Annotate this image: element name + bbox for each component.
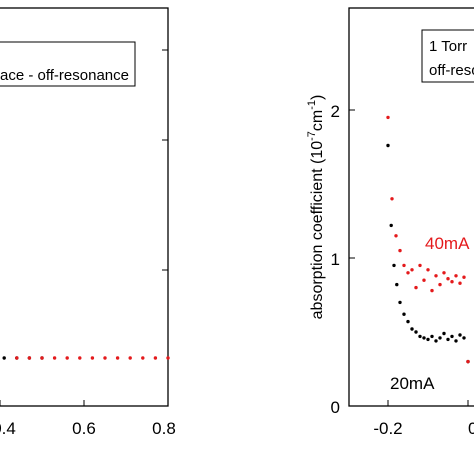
left-xtick-label-0: 0.4 [0, 419, 16, 438]
left-point-s1-6 [90, 356, 95, 360]
right-point-s1-0 [386, 115, 390, 120]
right-point-s0-13 [434, 339, 438, 343]
right-point-s1-2 [394, 234, 398, 238]
right-point-s1-18 [458, 281, 462, 285]
left-point-s1-1 [27, 356, 32, 360]
left-point-s1-9 [128, 356, 132, 360]
left-point-s1-5 [78, 356, 82, 360]
right-xtick-label-1: 0. [468, 419, 474, 438]
right-point-s1-1 [390, 197, 394, 201]
right-point-s1-16 [450, 280, 454, 284]
right-point-s1-15 [446, 277, 450, 281]
right-point-s1-12 [434, 274, 438, 278]
right-ytick-label-0: 0 [331, 398, 340, 417]
ylabel-part-1: -7 [306, 131, 318, 141]
right-point-s0-14 [438, 336, 442, 340]
annotation-20ma: 20mA [390, 374, 435, 393]
ylabel-part-0: absorption coefficient (10 [309, 141, 326, 320]
right-point-s0-7 [410, 327, 414, 331]
right-ytick-label-2: 2 [331, 102, 340, 121]
right-point-s1-13 [438, 282, 442, 287]
ylabel-part-3: -1 [306, 100, 318, 110]
ylabel-part-4: ) [309, 95, 326, 100]
left-point-s1-8 [115, 356, 120, 360]
right-point-s0-1 [389, 223, 393, 228]
right-point-s0-17 [450, 334, 454, 339]
right-point-s1-6 [410, 268, 414, 272]
right-point-s1-8 [418, 263, 422, 268]
left-plot-frame [0, 7, 169, 407]
left-point-s0-7 [2, 356, 6, 360]
right-point-s1-9 [422, 278, 426, 282]
right-legend-line-1: off-reso [429, 62, 474, 79]
right-data-points [386, 115, 470, 364]
right-point-s0-0 [386, 143, 390, 148]
right-point-s1-14 [442, 271, 446, 275]
right-ticks [349, 109, 469, 407]
right-point-s0-11 [426, 337, 430, 342]
left-point-s1-0 [15, 356, 19, 360]
left-point-s1-7 [103, 356, 107, 360]
right-point-s1-4 [402, 263, 406, 268]
right-y-axis-label: absorption coefficient (10-7cm-1) [306, 95, 326, 320]
left-legend-box [0, 41, 136, 87]
left-point-s1-12 [166, 356, 170, 360]
right-point-s1-11 [430, 288, 434, 293]
annotation-40ma: 40mA [425, 234, 470, 253]
left-data-points [2, 356, 170, 360]
left-chart: 0.4 0.6 0.8 ace - off-resonance [0, 7, 176, 438]
left-point-s1-4 [65, 356, 69, 360]
right-chart: 0 1 2 -0.2 0. absorption coefficient (10… [306, 7, 474, 438]
right-point-s0-19 [458, 333, 462, 337]
right-xtick-label-0: -0.2 [373, 419, 402, 438]
right-point-s0-5 [402, 312, 406, 316]
right-point-s1-5 [406, 271, 410, 275]
left-point-s1-2 [40, 356, 44, 360]
right-point-s0-4 [398, 300, 402, 305]
ylabel-part-2: cm [309, 110, 326, 131]
left-legend-text: ace - off-resonance [0, 67, 129, 84]
right-point-s0-18 [454, 339, 458, 343]
right-plot-frame [348, 7, 474, 407]
left-point-s1-10 [141, 356, 145, 360]
right-point-s1-3 [398, 248, 402, 253]
left-point-s1-3 [52, 356, 57, 360]
right-point-s0-6 [406, 319, 410, 324]
right-point-s0-20 [462, 336, 466, 340]
left-ticks [0, 49, 169, 406]
right-legend-line-0: 1 Torr [429, 38, 467, 55]
left-point-s1-11 [153, 356, 158, 360]
left-xtick-label-2: 0.8 [152, 419, 176, 438]
right-point-s1-17 [454, 274, 458, 278]
right-legend-box [421, 29, 474, 83]
right-point-s1-19 [462, 275, 466, 279]
right-point-s1-10 [426, 268, 430, 272]
left-xtick-label-1: 0.6 [72, 419, 96, 438]
right-ytick-label-1: 1 [331, 250, 340, 269]
right-point-s0-10 [422, 336, 426, 340]
right-point-s1-7 [414, 285, 418, 290]
right-point-s0-8 [414, 330, 418, 334]
right-point-s0-2 [392, 263, 396, 268]
right-point-s0-15 [442, 331, 446, 336]
right-point-s0-12 [430, 334, 434, 339]
right-point-s1-20 [466, 359, 470, 364]
right-point-s0-3 [395, 282, 399, 287]
right-point-s0-9 [418, 334, 422, 339]
right-point-s0-16 [446, 337, 450, 342]
